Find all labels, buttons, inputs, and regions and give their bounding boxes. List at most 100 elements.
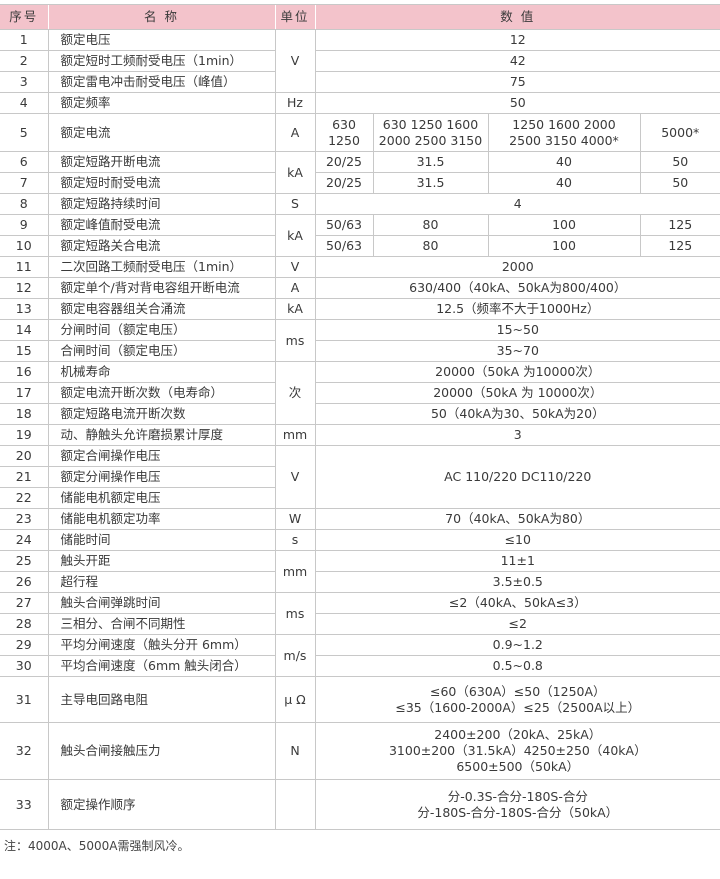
row-value: 70（40kA、50kA为80） bbox=[314, 508, 720, 530]
row-value: 4 bbox=[314, 193, 720, 215]
row-value: 0.5~0.8 bbox=[314, 655, 720, 677]
row-unit: ms bbox=[274, 592, 315, 635]
row-number: 29 bbox=[0, 634, 48, 656]
row-unit: V bbox=[274, 29, 315, 93]
row-unit: kA bbox=[274, 151, 315, 194]
row-value: 15~50 bbox=[314, 319, 720, 341]
row-value: 42 bbox=[314, 50, 720, 72]
row-number: 24 bbox=[0, 529, 48, 551]
row-number: 28 bbox=[0, 613, 48, 635]
row-number: 32 bbox=[0, 722, 48, 780]
row-value-1: 20/25 bbox=[314, 151, 373, 173]
row-unit: A bbox=[274, 277, 315, 299]
row-number: 31 bbox=[0, 676, 48, 723]
row-name: 超行程 bbox=[47, 571, 275, 593]
row-name: 额定操作顺序 bbox=[47, 779, 275, 830]
row-number: 3 bbox=[0, 71, 48, 93]
table-row: 19 动、静触头允许磨损累计厚度 mm 3 bbox=[0, 424, 720, 446]
row-unit: μ Ω bbox=[274, 676, 315, 723]
header-name: 名 称 bbox=[47, 4, 275, 30]
row-unit: mm bbox=[274, 424, 315, 446]
row-value: 3.5±0.5 bbox=[314, 571, 720, 593]
row-value-1: 20/25 bbox=[314, 172, 373, 194]
row-value-3: 100 bbox=[487, 235, 640, 257]
row-value: ≤2 bbox=[314, 613, 720, 635]
row-value-3: 40 bbox=[487, 151, 640, 173]
row-name: 额定电流开断次数（电寿命） bbox=[47, 382, 275, 404]
row-unit: V bbox=[274, 256, 315, 278]
row-value: AC 110/220 DC110/220 bbox=[314, 445, 720, 509]
header-value: 数 值 bbox=[314, 4, 720, 30]
row-name: 额定单个/背对背电容组开断电流 bbox=[47, 277, 275, 299]
table-row: 2 额定短时工频耐受电压（1min） 42 bbox=[0, 50, 720, 72]
row-name: 额定分闸操作电压 bbox=[47, 466, 275, 488]
row-unit: m/s bbox=[274, 634, 315, 677]
row-name: 额定短路持续时间 bbox=[47, 193, 275, 215]
row-name: 额定合闸操作电压 bbox=[47, 445, 275, 467]
row-value: 2400±200（20kA、25kA） 3100±200（31.5kA）4250… bbox=[314, 722, 720, 780]
row-name: 额定短时耐受电流 bbox=[47, 172, 275, 194]
row-number: 12 bbox=[0, 277, 48, 299]
row-number: 25 bbox=[0, 550, 48, 572]
row-value: 11±1 bbox=[314, 550, 720, 572]
row-name: 分闸时间（额定电压） bbox=[47, 319, 275, 341]
row-value-3: 1250 1600 2000 2500 3150 4000* bbox=[487, 113, 640, 152]
row-number: 23 bbox=[0, 508, 48, 530]
row-name: 储能电机额定功率 bbox=[47, 508, 275, 530]
row-value: ≤60（630A）≤50（1250A） ≤35（1600-2000A）≤25（2… bbox=[314, 676, 720, 723]
row-value-4: 50 bbox=[639, 151, 720, 173]
table-row: 17 额定电流开断次数（电寿命） 20000（50kA 为 10000次） bbox=[0, 382, 720, 404]
row-number: 10 bbox=[0, 235, 48, 257]
table-header: 序号 名 称 单位 数 值 bbox=[0, 4, 720, 30]
table-row: 20 额定合闸操作电压 V AC 110/220 DC110/220 bbox=[0, 445, 720, 509]
row-value-1: 630 1250 bbox=[314, 113, 373, 152]
row-name: 额定短路开断电流 bbox=[47, 151, 275, 173]
row-number: 8 bbox=[0, 193, 48, 215]
row-number: 9 bbox=[0, 214, 48, 236]
row-number: 6 bbox=[0, 151, 48, 173]
row-number: 15 bbox=[0, 340, 48, 362]
row-number: 18 bbox=[0, 403, 48, 425]
table-row: 23 储能电机额定功率 W 70（40kA、50kA为80） bbox=[0, 508, 720, 530]
row-number: 16 bbox=[0, 361, 48, 383]
header-unit: 单位 bbox=[274, 4, 315, 30]
row-value: ≤10 bbox=[314, 529, 720, 551]
table-row: 18 额定短路电流开断次数 50（40kA为30、50kA为20） bbox=[0, 403, 720, 425]
spec-table: 序号 名 称 单位 数 值 1 额定电压 V 12 2 额定短时工频耐受电压（1min） 4… bbox=[0, 4, 720, 830]
row-name: 平均合闸速度（6mm 触头闭合） bbox=[47, 655, 275, 677]
row-name: 储能电机额定电压 bbox=[47, 487, 275, 509]
row-unit: V bbox=[274, 445, 315, 509]
table-row: 5 额定电流 A 630 1250 630 1250 1600 2000 2500 31… bbox=[0, 113, 720, 152]
header-seq: 序号 bbox=[0, 4, 48, 30]
row-name: 合闸时间（额定电压） bbox=[47, 340, 275, 362]
table-row: 31 主导电回路电阻 μ Ω ≤60（630A）≤50（1250A） ≤35（1600… bbox=[0, 676, 720, 723]
row-name: 触头合闸接触压力 bbox=[47, 722, 275, 780]
row-name: 动、静触头允许磨损累计厚度 bbox=[47, 424, 275, 446]
row-number: 26 bbox=[0, 571, 48, 593]
row-name: 额定电压 bbox=[47, 29, 275, 51]
row-value: 3 bbox=[314, 424, 720, 446]
table-row: 10 额定短路关合电流 50/63 80 100 125 bbox=[0, 235, 720, 257]
row-number: 14 bbox=[0, 319, 48, 341]
row-value: 12 bbox=[314, 29, 720, 51]
row-name: 额定峰值耐受电流 bbox=[47, 214, 275, 236]
row-name: 主导电回路电阻 bbox=[47, 676, 275, 723]
row-value: 12.5（频率不大于1000Hz） bbox=[314, 298, 720, 320]
row-name: 额定电容器组关合涌流 bbox=[47, 298, 275, 320]
row-value-1: 50/63 bbox=[314, 235, 373, 257]
row-number: 13 bbox=[0, 298, 48, 320]
row-value-2: 630 1250 1600 2000 2500 3150 bbox=[372, 113, 488, 152]
row-unit: mm bbox=[274, 550, 315, 593]
row-number: 30 bbox=[0, 655, 48, 677]
row-number: 2 bbox=[0, 50, 48, 72]
row-number: 27 bbox=[0, 592, 48, 614]
table-row: 1 额定电压 V 12 bbox=[0, 29, 720, 93]
row-number: 17 bbox=[0, 382, 48, 404]
row-unit: kA bbox=[274, 214, 315, 257]
table-row: 33 额定操作顺序 分-0.3S-合分-180S-合分 分-180S-合分-180S… bbox=[0, 779, 720, 830]
row-name: 二次回路工频耐受电压（1min） bbox=[47, 256, 275, 278]
row-unit: A bbox=[274, 113, 315, 152]
table-row: 24 储能时间 s ≤10 bbox=[0, 529, 720, 551]
row-name: 额定电流 bbox=[47, 113, 275, 152]
row-unit: kA bbox=[274, 298, 315, 320]
